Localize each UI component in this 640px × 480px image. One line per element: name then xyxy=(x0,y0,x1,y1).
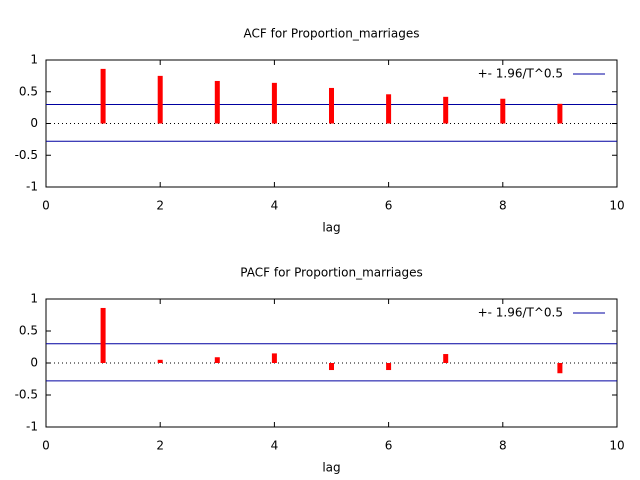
x-tick-label: 6 xyxy=(385,199,393,213)
bar xyxy=(500,98,506,124)
y-tick-label: -0.5 xyxy=(15,388,38,402)
y-tick-label: -0.5 xyxy=(15,148,38,162)
chart-title: ACF for Proportion_marriages xyxy=(244,27,420,41)
x-tick-label: 8 xyxy=(499,439,507,453)
bar xyxy=(100,307,106,363)
bar xyxy=(271,82,277,124)
x-tick-label: 6 xyxy=(385,439,393,453)
x-tick-label: 10 xyxy=(609,439,624,453)
bar xyxy=(386,94,392,124)
legend-label: +- 1.96/T^0.5 xyxy=(478,67,563,81)
bar xyxy=(557,103,563,124)
x-tick-label: 10 xyxy=(609,199,624,213)
bar xyxy=(214,80,220,124)
bar xyxy=(329,87,334,124)
x-axis-label: lag xyxy=(322,461,340,475)
x-tick-label: 2 xyxy=(156,199,164,213)
legend-label: +- 1.96/T^0.5 xyxy=(478,306,563,320)
bar xyxy=(557,363,563,374)
bar xyxy=(443,354,449,363)
x-tick-label: 4 xyxy=(271,199,279,213)
y-tick-label: 0.5 xyxy=(19,324,38,338)
x-axis-label: lag xyxy=(322,221,340,235)
x-tick-label: 0 xyxy=(42,199,50,213)
y-tick-label: 0.5 xyxy=(19,84,38,98)
x-tick-label: 2 xyxy=(156,439,164,453)
y-tick-label: 0 xyxy=(30,356,38,370)
x-tick-label: 0 xyxy=(42,439,50,453)
bar xyxy=(329,363,334,371)
bar xyxy=(214,357,220,363)
chart-title: PACF for Proportion_marriages xyxy=(240,266,422,280)
bar xyxy=(157,75,163,124)
y-tick-label: 0 xyxy=(30,116,38,130)
bar xyxy=(386,363,392,371)
y-tick-label: 1 xyxy=(30,53,38,67)
bar xyxy=(157,359,163,363)
x-tick-label: 4 xyxy=(271,439,279,453)
bar xyxy=(271,353,277,363)
y-tick-label: -1 xyxy=(26,180,38,194)
y-tick-label: 1 xyxy=(30,292,38,306)
bar xyxy=(100,68,106,124)
x-tick-label: 8 xyxy=(499,199,507,213)
bar xyxy=(443,96,449,124)
y-tick-label: -1 xyxy=(26,420,38,434)
